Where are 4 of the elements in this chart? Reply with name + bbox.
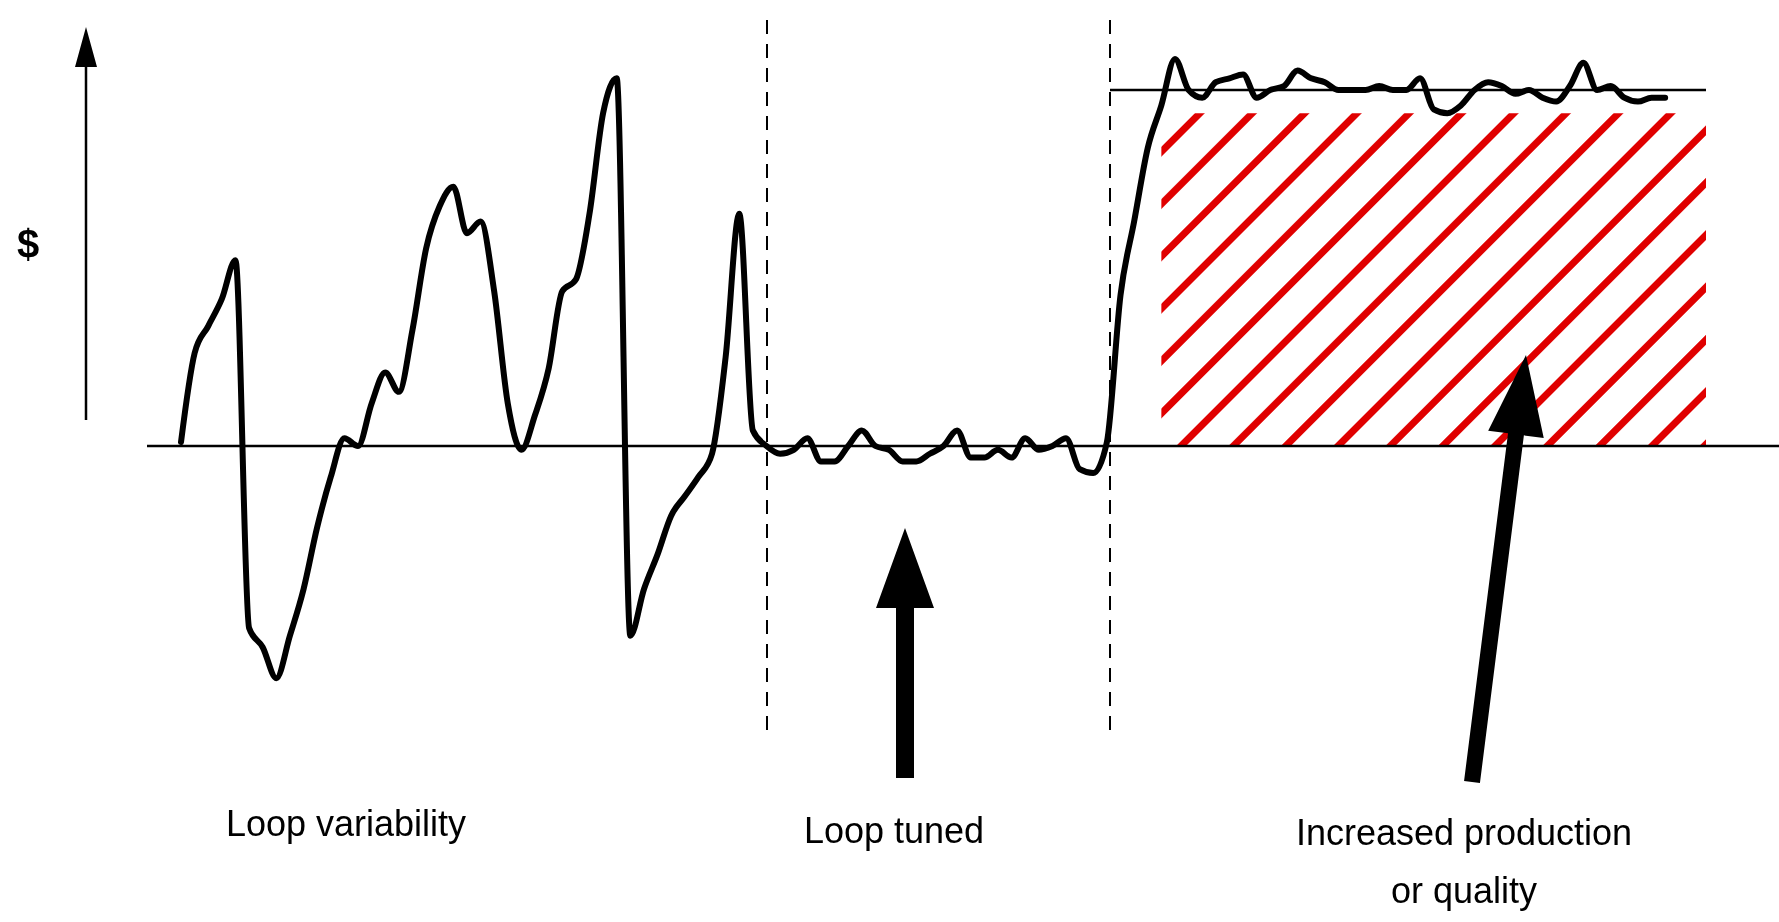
text: Loop tuned — [803, 810, 985, 851]
text: Increased production or quality — [1295, 812, 1633, 911]
text: Loop variability — [225, 803, 467, 844]
y-axis-title: $ — [16, 222, 40, 266]
